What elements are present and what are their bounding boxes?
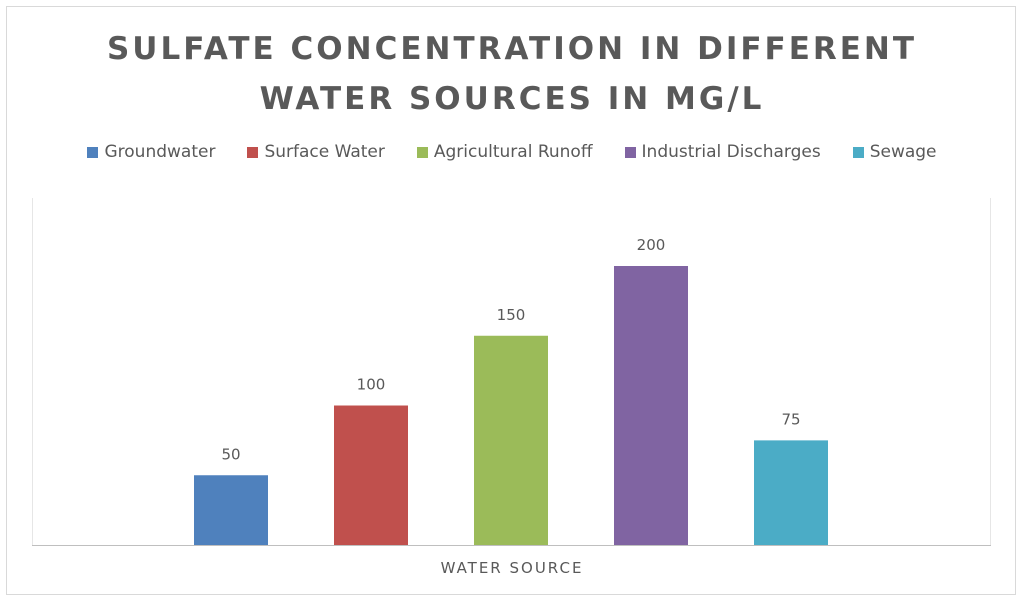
chart-title-line-1: SULFATE CONCENTRATION IN DIFFERENT	[106, 31, 918, 67]
data-label-surface-water: 100	[357, 376, 386, 394]
chart-title-line-2: WATER SOURCES IN MG/L	[259, 81, 765, 117]
chart-title: SULFATE CONCENTRATION IN DIFFERENT WATER…	[0, 24, 1024, 124]
bar-agricultural-runoff[interactable]	[474, 335, 548, 545]
legend-label-surface-water: Surface Water	[264, 142, 385, 162]
data-label-industrial-discharges: 200	[637, 236, 666, 254]
bars-group: 50 100 150 200 75	[194, 236, 828, 545]
legend-item-sewage[interactable]: Sewage	[852, 142, 937, 162]
data-label-groundwater: 50	[221, 445, 240, 463]
legend-label-sewage: Sewage	[869, 142, 937, 162]
x-axis-title: WATER SOURCE	[440, 559, 584, 577]
legend-label-groundwater: Groundwater	[104, 142, 216, 162]
bar-surface-water[interactable]	[334, 405, 408, 546]
legend-label-agricultural-runoff: Agricultural Runoff	[433, 142, 593, 162]
legend-label-industrial-discharges: Industrial Discharges	[641, 142, 821, 162]
legend-swatch-sewage	[852, 146, 864, 158]
legend-swatch-agricultural-runoff	[416, 146, 428, 158]
bar-sewage[interactable]	[754, 440, 828, 545]
legend-swatch-surface-water	[247, 146, 259, 158]
legend-item-surface-water[interactable]: Surface Water	[247, 142, 385, 162]
legend-item-groundwater[interactable]: Groundwater	[87, 142, 215, 162]
bar-groundwater[interactable]	[194, 475, 268, 545]
data-label-agricultural-runoff: 150	[497, 306, 526, 324]
legend-item-agricultural-runoff[interactable]: Agricultural Runoff	[416, 142, 593, 162]
data-label-sewage: 75	[781, 410, 800, 428]
legend-item-industrial-discharges[interactable]: Industrial Discharges	[624, 142, 821, 162]
bar-industrial-discharges[interactable]	[614, 266, 688, 545]
legend-swatch-groundwater	[87, 146, 99, 158]
legend: Groundwater Surface Water Agricultural R…	[0, 140, 1024, 164]
legend-swatch-industrial-discharges	[624, 146, 636, 158]
